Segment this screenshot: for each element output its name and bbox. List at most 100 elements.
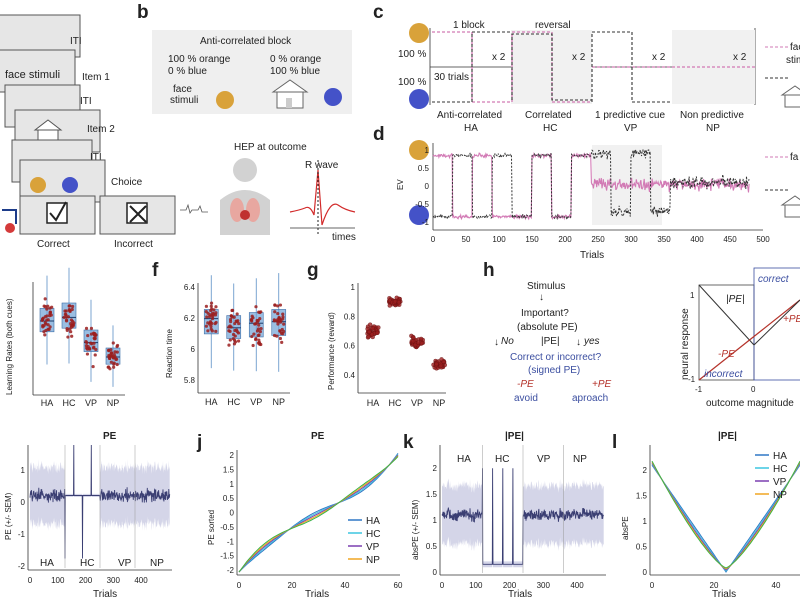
e-point xyxy=(65,328,69,333)
panel-l-abs-pe: |PE| 2 1.5 1 0.5 0 0 20 40 absPE Trials HA HC VP… xyxy=(621,431,800,600)
ecg-trace xyxy=(289,169,356,226)
g-point xyxy=(412,342,418,348)
h-yes: yes xyxy=(583,336,600,347)
j-title: PE xyxy=(311,431,325,442)
f-xtick: HC xyxy=(227,397,240,407)
h-no: No xyxy=(501,336,514,347)
d-ytick: 1 xyxy=(425,146,430,155)
e-point xyxy=(64,315,68,319)
k-xtick: 300 xyxy=(537,581,551,590)
f-point xyxy=(250,334,254,339)
j-plot-series-line xyxy=(238,454,399,573)
l-xlabel: Trials xyxy=(712,589,736,600)
panel-c-design: 100 % 100 % 1 block reversal 30 trials x… xyxy=(398,20,800,134)
h-abs-pe: (absolute PE) xyxy=(517,322,578,333)
e-point xyxy=(85,352,90,356)
j-ytick: -1.5 xyxy=(220,552,234,561)
j-ytick: 0 xyxy=(230,509,235,518)
j-ylabel: PE sorted xyxy=(207,510,216,545)
e-point xyxy=(115,362,119,367)
legend-text-face: face xyxy=(790,42,800,53)
d-xtick: 0 xyxy=(431,235,436,244)
f-point xyxy=(257,323,261,327)
f-ylabel: Reaction time xyxy=(165,329,174,378)
g-point xyxy=(434,361,439,367)
g-point xyxy=(411,339,416,344)
anti-correlated-box xyxy=(152,30,352,114)
f-point xyxy=(227,343,231,347)
i-ytick: 1 xyxy=(21,466,26,475)
h-signed-pe: (signed PE) xyxy=(528,365,580,376)
l-plot-series-line xyxy=(651,462,800,571)
g-point xyxy=(375,330,380,335)
f-point xyxy=(275,318,279,322)
h-plot-ylabel: neural response xyxy=(680,308,691,380)
repeat-4: x 2 xyxy=(733,52,747,63)
f-point xyxy=(281,312,285,316)
cond-abbr-np: NP xyxy=(706,123,720,134)
reward-icon xyxy=(2,209,17,224)
g-point xyxy=(376,325,381,330)
i-cond-hc: HC xyxy=(80,558,94,569)
e-point xyxy=(115,343,120,348)
e-point xyxy=(42,324,46,328)
f-point xyxy=(258,342,262,346)
e-point xyxy=(69,330,73,334)
cond-abbr-vp: VP xyxy=(624,123,638,134)
f-point xyxy=(257,310,261,314)
g-point xyxy=(419,340,424,346)
h-plot-pos-pe: +PE xyxy=(783,314,800,325)
left-prob-2: 0 % blue xyxy=(168,66,207,77)
e-point xyxy=(84,326,89,330)
f-point xyxy=(278,317,282,321)
reversal-label: reversal xyxy=(535,20,571,31)
f-point xyxy=(237,321,241,326)
h-abs-pe-symbol: |PE| xyxy=(541,336,560,347)
abs-pe-right-line xyxy=(753,299,800,346)
ev-series-pink xyxy=(432,151,750,221)
f-xtick: HA xyxy=(205,397,218,407)
panel-letter-d: d xyxy=(373,124,385,145)
f-point xyxy=(205,315,209,319)
schedule-dark-vp xyxy=(591,31,672,103)
k-xtick: 100 xyxy=(469,581,483,590)
e-point xyxy=(93,353,97,357)
e-point xyxy=(43,321,47,325)
e-point xyxy=(46,327,50,331)
f-point xyxy=(259,326,263,331)
right-prob-2: 100 % blue xyxy=(270,66,320,77)
d-ytick: -1 xyxy=(422,218,430,227)
d-xtick: 300 xyxy=(624,235,638,244)
f-point xyxy=(204,324,208,328)
i-ytick: -2 xyxy=(18,562,26,571)
j-plot-series-line xyxy=(238,453,399,573)
f-point xyxy=(209,327,213,331)
k-ytick: 1 xyxy=(433,516,438,525)
f-ytick: 6 xyxy=(191,345,196,354)
l-ytick: 0.5 xyxy=(636,543,648,552)
blue-cue-icon xyxy=(409,205,429,225)
e-point xyxy=(93,336,97,340)
e-point xyxy=(93,333,97,337)
l-legend-label: HA xyxy=(773,451,787,462)
j-plot-series-line xyxy=(238,456,399,573)
d-ytick: 0.5 xyxy=(418,164,430,173)
f-point xyxy=(228,317,233,322)
e-point xyxy=(69,325,74,329)
panel-letter-b: b xyxy=(137,2,149,23)
panel-letter-g: g xyxy=(307,260,319,281)
h-correct-q: Correct or incorrect? xyxy=(510,352,602,363)
d-xtick: 200 xyxy=(558,235,572,244)
f-point xyxy=(208,313,212,317)
e-point xyxy=(91,364,95,369)
j-legend-label: VP xyxy=(366,542,380,553)
e-point xyxy=(69,318,74,322)
cross-icon xyxy=(129,205,147,223)
k-xlabel: Trials xyxy=(508,589,532,600)
k-xtick: 200 xyxy=(503,581,517,590)
h-plot-ytick-top: 1 xyxy=(690,291,695,300)
i-cond-np: NP xyxy=(150,558,164,569)
f-point xyxy=(204,310,208,314)
d-xtick: 500 xyxy=(756,235,770,244)
block-label: 1 block xyxy=(453,20,486,31)
